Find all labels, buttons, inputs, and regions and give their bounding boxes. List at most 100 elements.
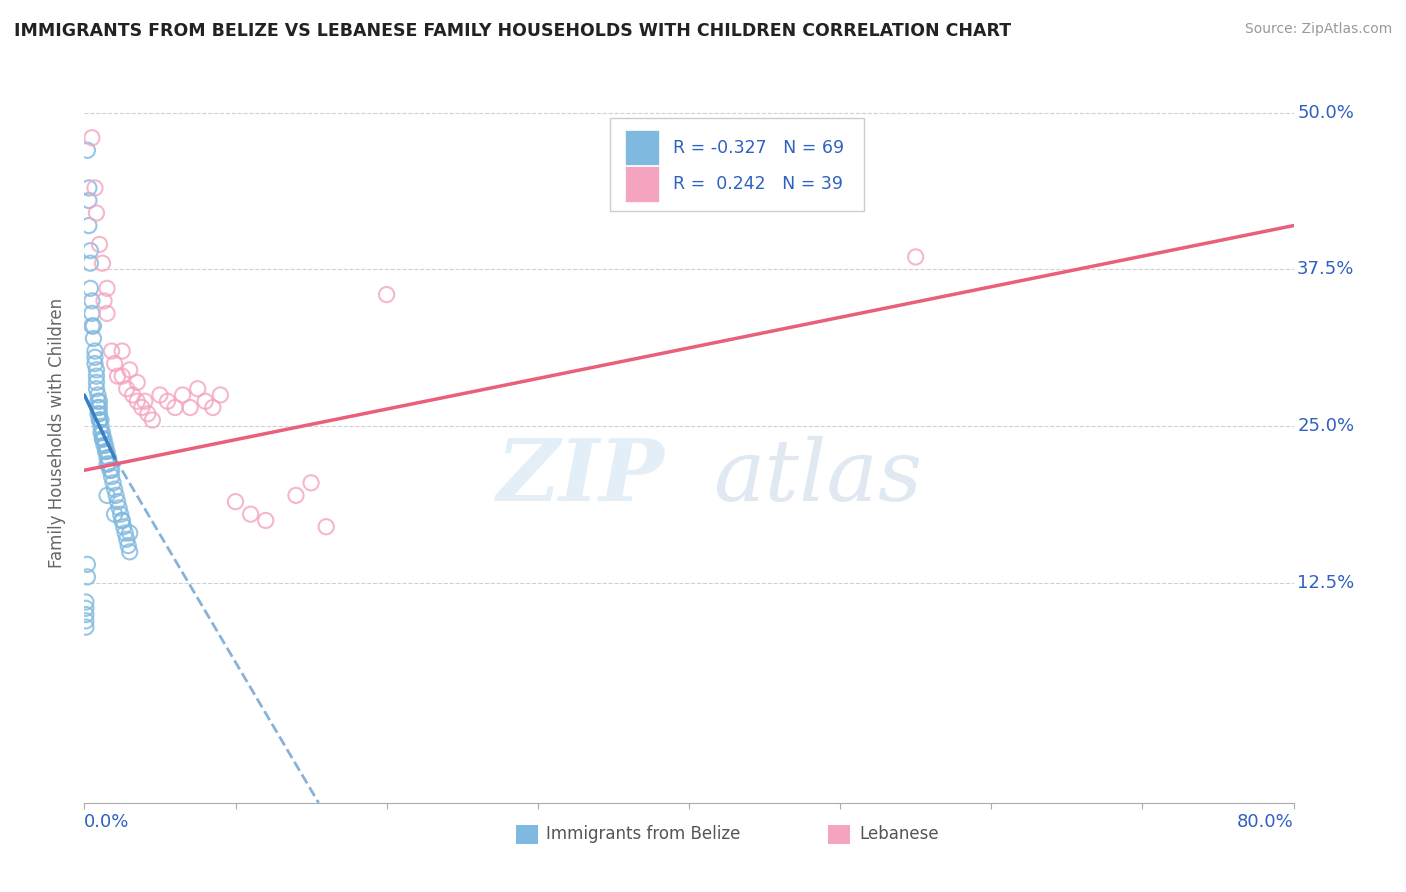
Text: 80.0%: 80.0%: [1237, 813, 1294, 830]
Point: [112, 520, 135, 534]
FancyBboxPatch shape: [610, 118, 865, 211]
Point: [104, 357, 127, 371]
Point: [117, 539, 139, 553]
Point: [87, 407, 110, 421]
Bar: [624, 166, 659, 202]
Text: R = -0.327   N = 69: R = -0.327 N = 69: [673, 138, 845, 157]
Point: [105, 488, 128, 502]
Point: [94, 444, 117, 458]
Point: [90, 419, 112, 434]
Point: [76, 143, 98, 157]
Point: [80, 130, 103, 145]
Point: [141, 413, 163, 427]
Point: [77, 194, 100, 208]
Point: [75, 595, 97, 609]
Point: [104, 507, 127, 521]
Point: [79, 244, 101, 258]
Point: [84, 357, 107, 371]
Point: [96, 457, 118, 471]
Point: [84, 181, 107, 195]
Text: IMMIGRANTS FROM BELIZE VS LEBANESE FAMILY HOUSEHOLDS WITH CHILDREN CORRELATION C: IMMIGRANTS FROM BELIZE VS LEBANESE FAMIL…: [14, 22, 1011, 40]
Point: [101, 475, 124, 490]
Point: [93, 432, 115, 446]
Point: [86, 369, 108, 384]
Point: [75, 601, 97, 615]
Point: [108, 500, 131, 515]
Text: 25.0%: 25.0%: [1298, 417, 1354, 435]
Point: [104, 482, 127, 496]
Point: [115, 533, 138, 547]
Point: [100, 469, 122, 483]
Text: Source: ZipAtlas.com: Source: ZipAtlas.com: [1244, 22, 1392, 37]
Point: [80, 293, 103, 308]
Point: [111, 344, 134, 359]
Point: [84, 344, 107, 359]
Point: [110, 507, 132, 521]
Point: [107, 494, 129, 508]
Text: ZIP: ZIP: [496, 435, 665, 519]
Point: [239, 507, 262, 521]
Point: [89, 394, 111, 409]
Point: [90, 425, 112, 440]
Point: [79, 256, 101, 270]
Point: [96, 488, 118, 502]
Point: [118, 363, 141, 377]
Point: [97, 457, 120, 471]
Point: [111, 369, 134, 384]
Point: [80, 318, 103, 333]
Point: [136, 407, 159, 421]
Point: [86, 382, 108, 396]
Point: [114, 526, 136, 541]
Point: [285, 488, 308, 502]
Point: [111, 513, 134, 527]
Point: [89, 407, 111, 421]
Point: [96, 306, 118, 320]
Point: [209, 388, 232, 402]
Text: 12.5%: 12.5%: [1298, 574, 1354, 592]
Point: [91, 256, 114, 270]
Point: [172, 388, 194, 402]
Point: [156, 394, 179, 409]
Point: [87, 394, 110, 409]
Point: [127, 376, 149, 390]
Point: [84, 351, 107, 365]
Point: [121, 388, 143, 402]
Point: [93, 293, 115, 308]
Bar: [516, 825, 538, 844]
Point: [98, 463, 121, 477]
Point: [131, 401, 153, 415]
Point: [299, 475, 322, 490]
Point: [91, 432, 114, 446]
Point: [194, 394, 217, 409]
Point: [87, 388, 110, 402]
Point: [225, 494, 247, 508]
Point: [179, 401, 201, 415]
Point: [100, 463, 122, 477]
Point: [76, 570, 98, 584]
Point: [375, 287, 398, 301]
Point: [315, 520, 337, 534]
Point: [79, 281, 101, 295]
Point: [86, 376, 108, 390]
Point: [76, 558, 98, 572]
Point: [96, 450, 118, 465]
Point: [89, 413, 111, 427]
Point: [86, 206, 108, 220]
Point: [100, 344, 122, 359]
Point: [82, 318, 104, 333]
Bar: [624, 130, 659, 165]
Text: 0.0%: 0.0%: [84, 813, 129, 830]
Point: [107, 369, 129, 384]
Point: [94, 438, 117, 452]
Text: Immigrants from Belize: Immigrants from Belize: [547, 825, 741, 843]
Point: [127, 394, 149, 409]
Point: [77, 219, 100, 233]
Point: [254, 513, 277, 527]
Point: [118, 545, 141, 559]
Point: [91, 425, 114, 440]
Point: [91, 432, 114, 446]
Point: [87, 401, 110, 415]
Y-axis label: Family Households with Children: Family Households with Children: [48, 298, 66, 567]
Point: [82, 331, 104, 345]
Point: [75, 607, 97, 622]
